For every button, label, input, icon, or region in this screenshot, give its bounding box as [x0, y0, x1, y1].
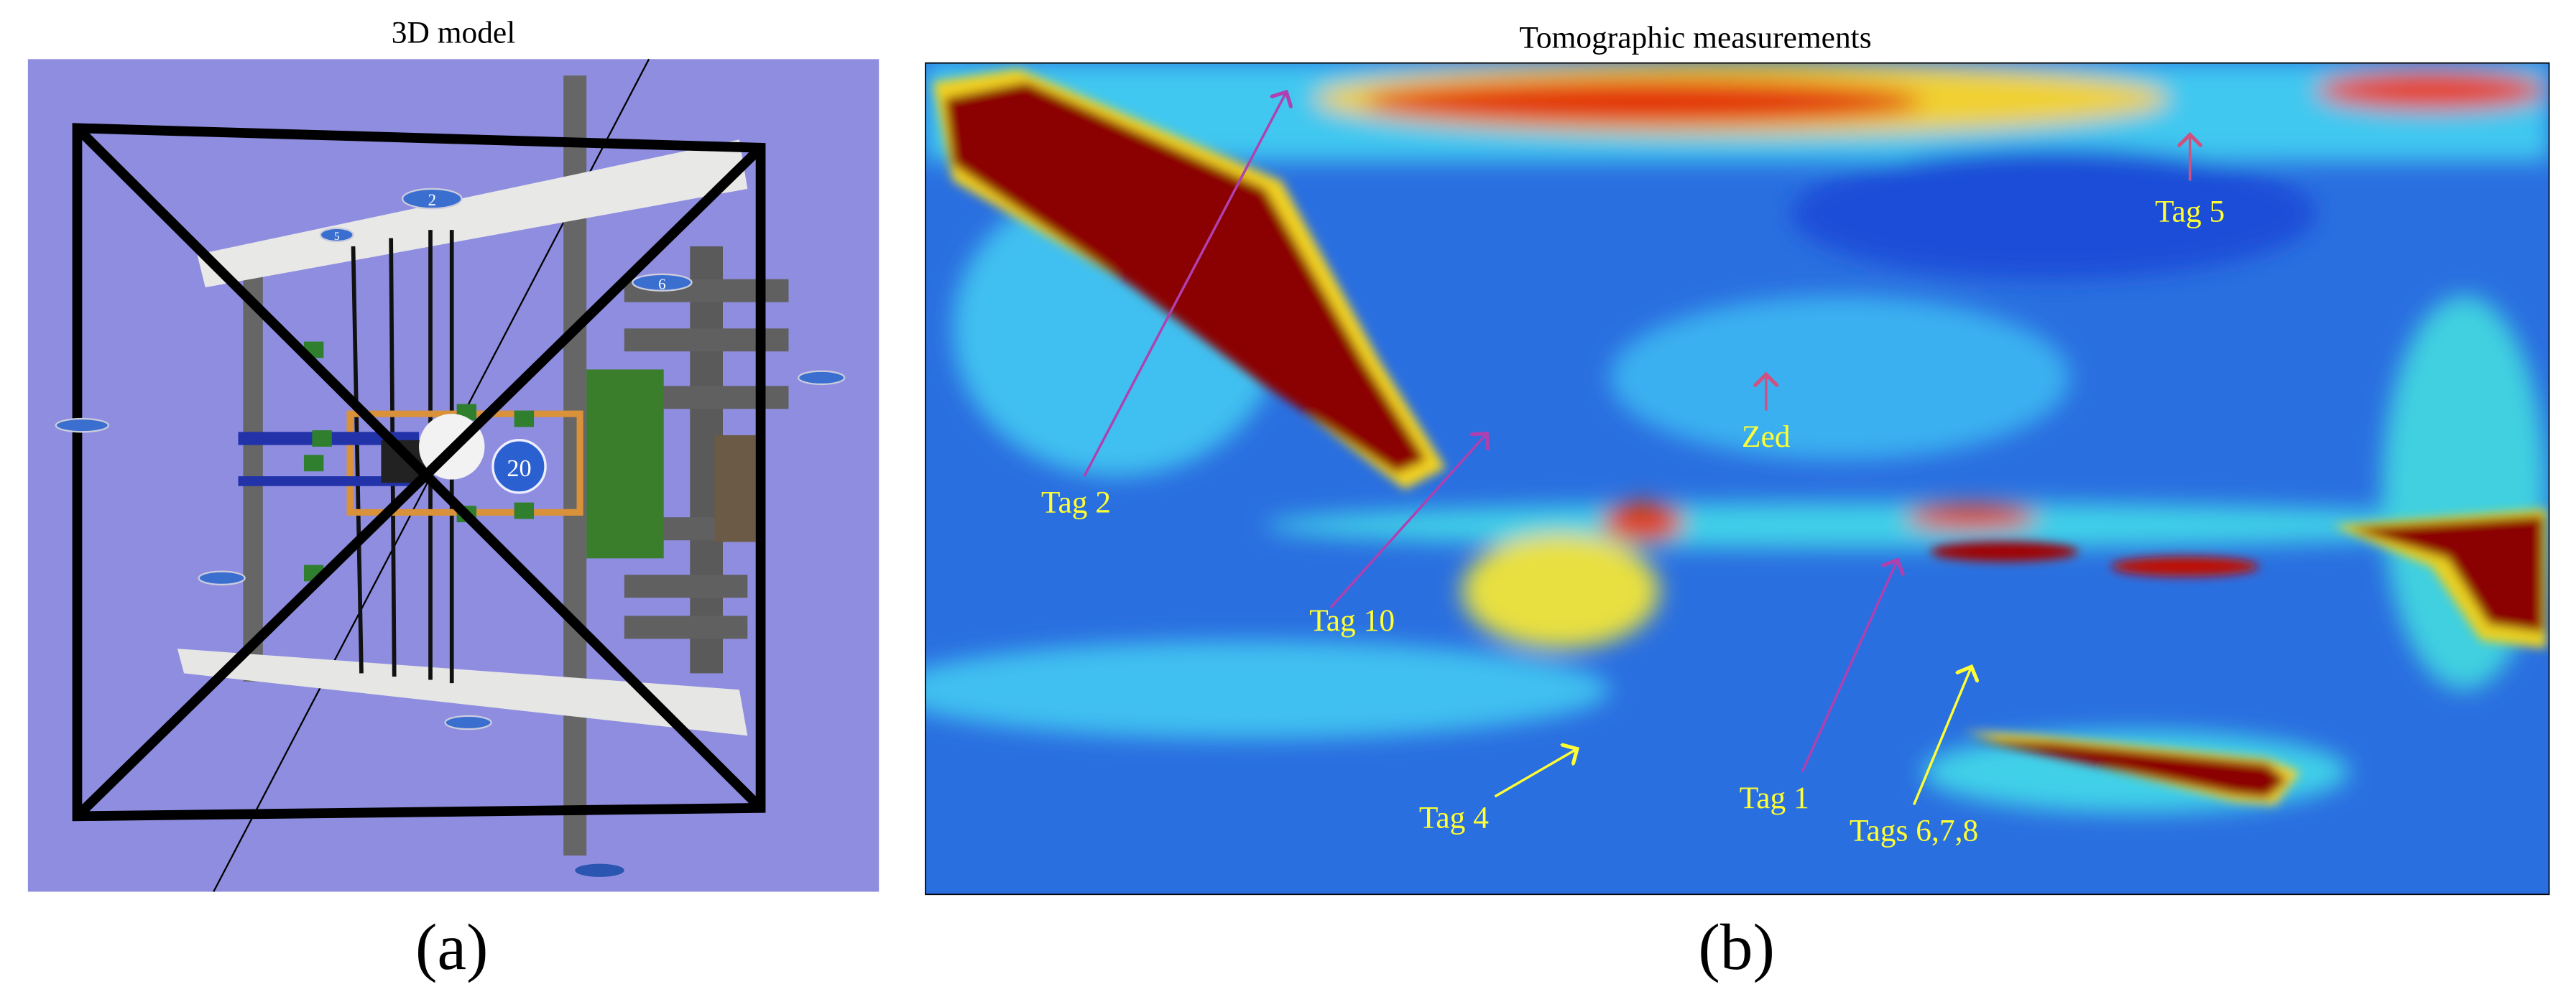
- panel-title: 3D model: [392, 15, 516, 50]
- annotation: Tag 1: [1740, 781, 1809, 815]
- annotation-arrows: [1083, 92, 2190, 805]
- annotation: Tag 4: [1419, 800, 1489, 835]
- annotation: Tag 2: [1041, 485, 1111, 519]
- panel-title: Tomographic measurements: [1519, 20, 1871, 55]
- marker-label: 6: [658, 277, 665, 292]
- annotation: Tag 10: [1309, 603, 1395, 638]
- marker-label: 2: [428, 191, 436, 209]
- model-render: [27, 58, 880, 893]
- annotation: Zed: [1742, 419, 1791, 454]
- panel-label: (b): [1698, 911, 1775, 983]
- heatmap: [925, 62, 2550, 896]
- annotation: Tag 5: [2155, 195, 2225, 229]
- panel-label: (a): [415, 911, 488, 983]
- annotation: Tags 6,7,8: [1850, 814, 1978, 848]
- marker-label: 5: [334, 231, 340, 243]
- marker-label: 20: [507, 455, 531, 482]
